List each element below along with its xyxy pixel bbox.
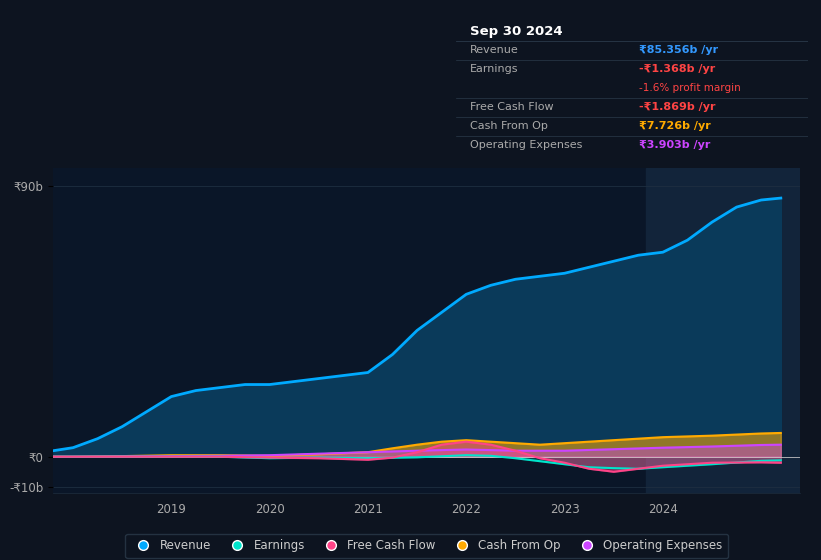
Text: -₹1.368b /yr: -₹1.368b /yr — [639, 64, 715, 74]
Text: Revenue: Revenue — [470, 45, 519, 55]
Text: -1.6% profit margin: -1.6% profit margin — [639, 83, 741, 94]
Text: Operating Expenses: Operating Expenses — [470, 141, 582, 151]
Text: -₹1.869b /yr: -₹1.869b /yr — [639, 102, 715, 113]
Text: Free Cash Flow: Free Cash Flow — [470, 102, 553, 113]
Bar — [646, 168, 800, 493]
Text: Sep 30 2024: Sep 30 2024 — [470, 25, 562, 38]
Text: ₹7.726b /yr: ₹7.726b /yr — [639, 122, 711, 132]
Text: ₹3.903b /yr: ₹3.903b /yr — [639, 141, 710, 151]
Legend: Revenue, Earnings, Free Cash Flow, Cash From Op, Operating Expenses: Revenue, Earnings, Free Cash Flow, Cash … — [126, 534, 728, 558]
Text: Earnings: Earnings — [470, 64, 518, 74]
Text: Cash From Op: Cash From Op — [470, 122, 548, 132]
Text: ₹85.356b /yr: ₹85.356b /yr — [639, 45, 718, 55]
